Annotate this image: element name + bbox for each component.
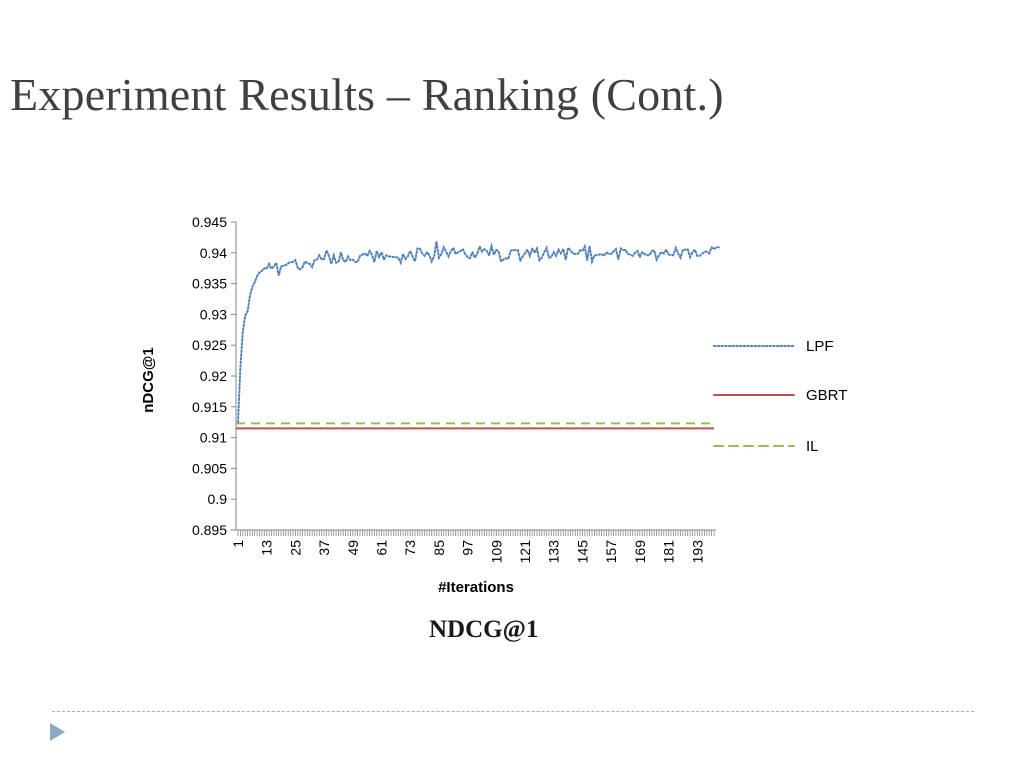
series-line-lpf (237, 241, 720, 424)
y-tick-label: 0.895 (192, 522, 227, 538)
x-tick-label: 13 (259, 540, 275, 556)
y-tick-label: 0.925 (192, 337, 227, 353)
legend: LPF GBRT IL (713, 338, 847, 455)
x-axis: 1 13 25 37 49 61 73 85 97 109 121 133 145 157 169 181 19… (230, 529, 716, 564)
y-tick-label: 0.935 (192, 276, 227, 292)
slide-title: Experiment Results – Ranking (Cont.) (10, 69, 724, 120)
x-tick-label: 133 (546, 540, 562, 564)
x-tick-label: 49 (345, 540, 361, 556)
footer-divider (52, 711, 974, 712)
x-tick-label: 109 (488, 540, 504, 564)
x-tick-label: 61 (374, 540, 390, 556)
y-tick-label: 0.945 (192, 214, 227, 230)
x-tick-label: 181 (661, 540, 677, 564)
legend-item-il-label: IL (806, 438, 819, 455)
y-axis: 0.895 0.9 0.905 0.91 0.915 0.92 0.925 0.93 0.935… (192, 214, 237, 538)
y-axis-label: nDCG@1 (140, 347, 157, 412)
legend-item-lpf-label: LPF (806, 338, 834, 355)
x-tick-label: 85 (431, 540, 447, 556)
y-tick-label: 0.9 (208, 491, 228, 507)
x-axis-label: #Iterations (438, 579, 514, 596)
y-tick-label: 0.905 (192, 460, 227, 476)
x-tick-label: 97 (460, 540, 476, 556)
y-tick-label: 0.94 (200, 245, 227, 261)
x-tick-label: 169 (632, 540, 648, 564)
x-tick-label: 37 (316, 540, 332, 556)
x-tick-label: 121 (517, 540, 533, 564)
x-tick-label: 145 (574, 540, 590, 564)
legend-item-gbrt-label: GBRT (806, 387, 847, 404)
series-layer (236, 241, 720, 430)
y-tick-label: 0.915 (192, 399, 227, 415)
y-tick-label: 0.92 (200, 368, 227, 384)
y-tick-label: 0.91 (200, 430, 227, 446)
y-tick-label: 0.93 (200, 306, 227, 322)
x-tick-label: 73 (402, 540, 418, 556)
bullet-arrow-icon (50, 723, 65, 741)
chart-title: NDCG@1 (429, 616, 539, 643)
x-tick-label: 193 (689, 540, 705, 564)
x-tick-label: 25 (287, 540, 303, 556)
x-tick-label: 1 (230, 540, 246, 548)
x-tick-label: 157 (603, 540, 619, 564)
